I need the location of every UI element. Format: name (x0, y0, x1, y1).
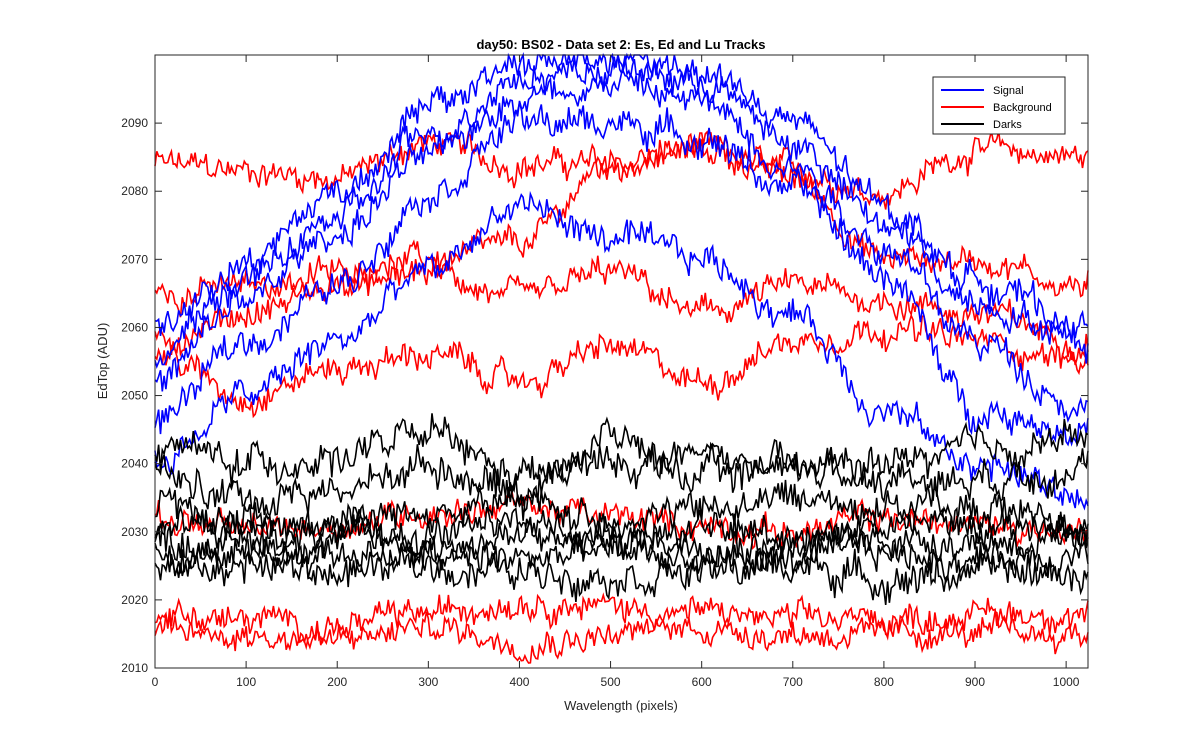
y-tick-label: 2030 (121, 525, 148, 539)
x-tick-label: 600 (692, 675, 712, 689)
x-tick-label: 500 (601, 675, 621, 689)
series-line-darks (154, 526, 1089, 585)
x-tick-label: 0 (152, 675, 159, 689)
series-line-background (154, 609, 1089, 664)
y-tick-label: 2050 (121, 389, 148, 403)
x-tick-label: 1000 (1053, 675, 1080, 689)
legend: Signal Background Darks (932, 76, 1066, 135)
x-tick-label: 700 (783, 675, 803, 689)
y-tick-label: 2090 (121, 116, 148, 130)
y-tick-label: 2060 (121, 320, 148, 334)
y-tick-label: 2010 (121, 661, 148, 675)
x-tick-label: 200 (327, 675, 347, 689)
y-tick-label: 2020 (121, 593, 148, 607)
legend-label-signal: Signal (993, 85, 1024, 97)
x-tick-label: 400 (509, 675, 529, 689)
series-line-background (154, 592, 1089, 651)
plot-frame (154, 54, 1089, 669)
x-tick-label: 100 (236, 675, 256, 689)
y-axis-title: EdTop (ADU) (95, 323, 110, 400)
series-line-background (154, 132, 1089, 318)
series-line-darks (154, 545, 1089, 605)
series-line-signal (154, 52, 1089, 342)
y-tick-label: 2040 (121, 457, 148, 471)
series-line-darks (154, 514, 1089, 569)
series-line-background (154, 130, 1089, 210)
series-line-darks (154, 413, 1089, 493)
y-axis: 2010 2020 2030 2040 2050 2060 2070 2080 2090 (121, 116, 1088, 675)
x-tick-label: 800 (874, 675, 894, 689)
x-axis-title: Wavelength (pixels) (564, 698, 678, 713)
legend-label-background: Background (993, 102, 1052, 114)
chart-title: day50: BS02 - Data set 2: Es, Ed and Lu … (476, 37, 765, 52)
series-line-signal (154, 100, 1089, 447)
x-tick-label: 300 (418, 675, 438, 689)
series-line-signal (154, 190, 1089, 511)
series-line-background (154, 313, 1089, 419)
x-axis: 0 100 200 300 400 500 600 700 800 900 1000 (152, 55, 1080, 689)
x-tick-label: 900 (965, 675, 985, 689)
y-tick-label: 2070 (121, 252, 148, 266)
y-tick-label: 2080 (121, 184, 148, 198)
series-line-darks (154, 479, 1089, 543)
legend-label-darks: Darks (993, 119, 1022, 131)
series-layer (154, 52, 1089, 664)
